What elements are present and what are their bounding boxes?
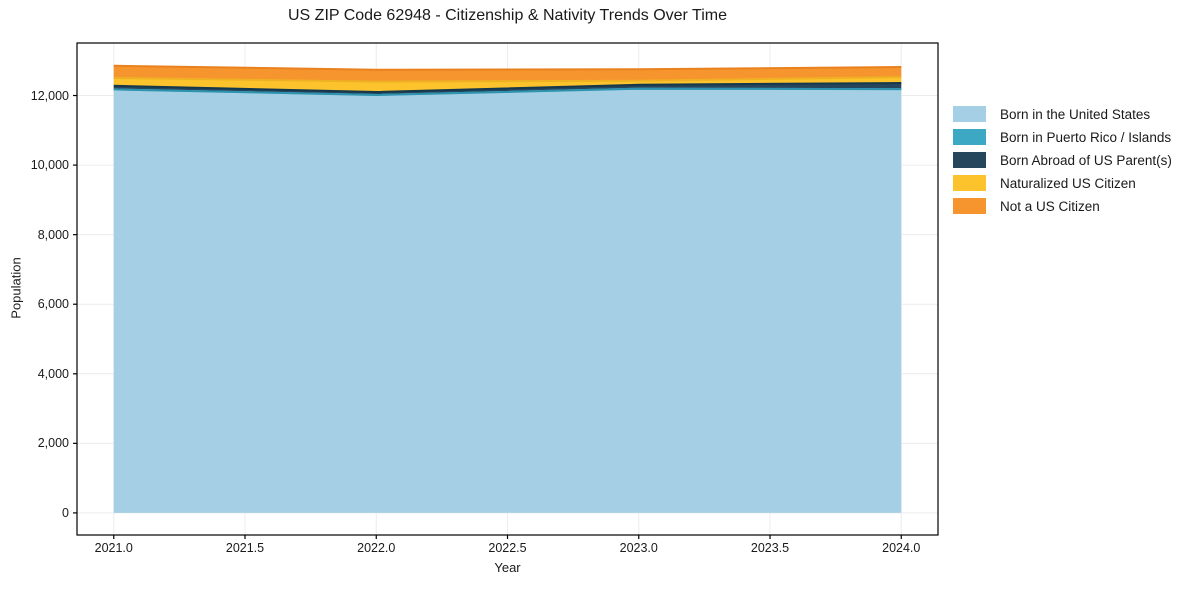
x-tick-label: 2023.0 xyxy=(619,541,658,555)
legend-item-0: Born in the United States xyxy=(953,106,1172,122)
area-edge-1 xyxy=(113,87,902,97)
legend-label: Born in the United States xyxy=(1000,106,1151,122)
x-tick-label: 2022.0 xyxy=(357,541,396,555)
y-tick-label: 8,000 xyxy=(37,227,69,242)
legend-label: Naturalized US Citizen xyxy=(1000,175,1136,191)
area-edge-2 xyxy=(113,82,902,94)
legend-swatch xyxy=(953,198,986,214)
legend-swatch xyxy=(953,175,986,191)
legend-label: Born Abroad of US Parent(s) xyxy=(1000,152,1172,168)
x-axis-label: Year xyxy=(494,560,521,575)
y-tick-label: 10,000 xyxy=(30,158,69,173)
x-tick-label: 2023.5 xyxy=(750,541,790,555)
area-edge-4 xyxy=(113,64,902,71)
legend-swatch xyxy=(953,106,986,122)
legend-swatch xyxy=(953,129,986,145)
y-tick-label: 6,000 xyxy=(37,297,69,312)
legend-item-1: Born in Puerto Rico / Islands xyxy=(953,129,1172,145)
area-edge-3 xyxy=(113,76,902,83)
chart-title: US ZIP Code 62948 - Citizenship & Nativi… xyxy=(288,7,727,24)
legend-label: Not a US Citizen xyxy=(1000,198,1100,214)
legend-item-2: Born Abroad of US Parent(s) xyxy=(953,152,1172,168)
x-tick-label: 2021.5 xyxy=(225,541,265,555)
legend-swatch xyxy=(953,152,986,168)
x-tick-label: 2024.0 xyxy=(882,541,921,555)
legend: Born in the United States Born in Puerto … xyxy=(953,106,1172,221)
y-tick-label: 12,000 xyxy=(30,88,69,103)
area-series-0 xyxy=(113,88,902,513)
legend-label: Born in Puerto Rico / Islands xyxy=(1000,129,1172,145)
y-tick-label: 2,000 xyxy=(37,436,69,451)
x-tick-label: 2022.5 xyxy=(488,541,527,555)
x-tick-label: 2021.0 xyxy=(94,541,133,555)
y-tick-label: 4,000 xyxy=(37,366,69,381)
y-tick-label: 0 xyxy=(62,505,69,520)
legend-item-3: Naturalized US Citizen xyxy=(953,175,1172,191)
legend-item-4: Not a US Citizen xyxy=(953,198,1172,214)
